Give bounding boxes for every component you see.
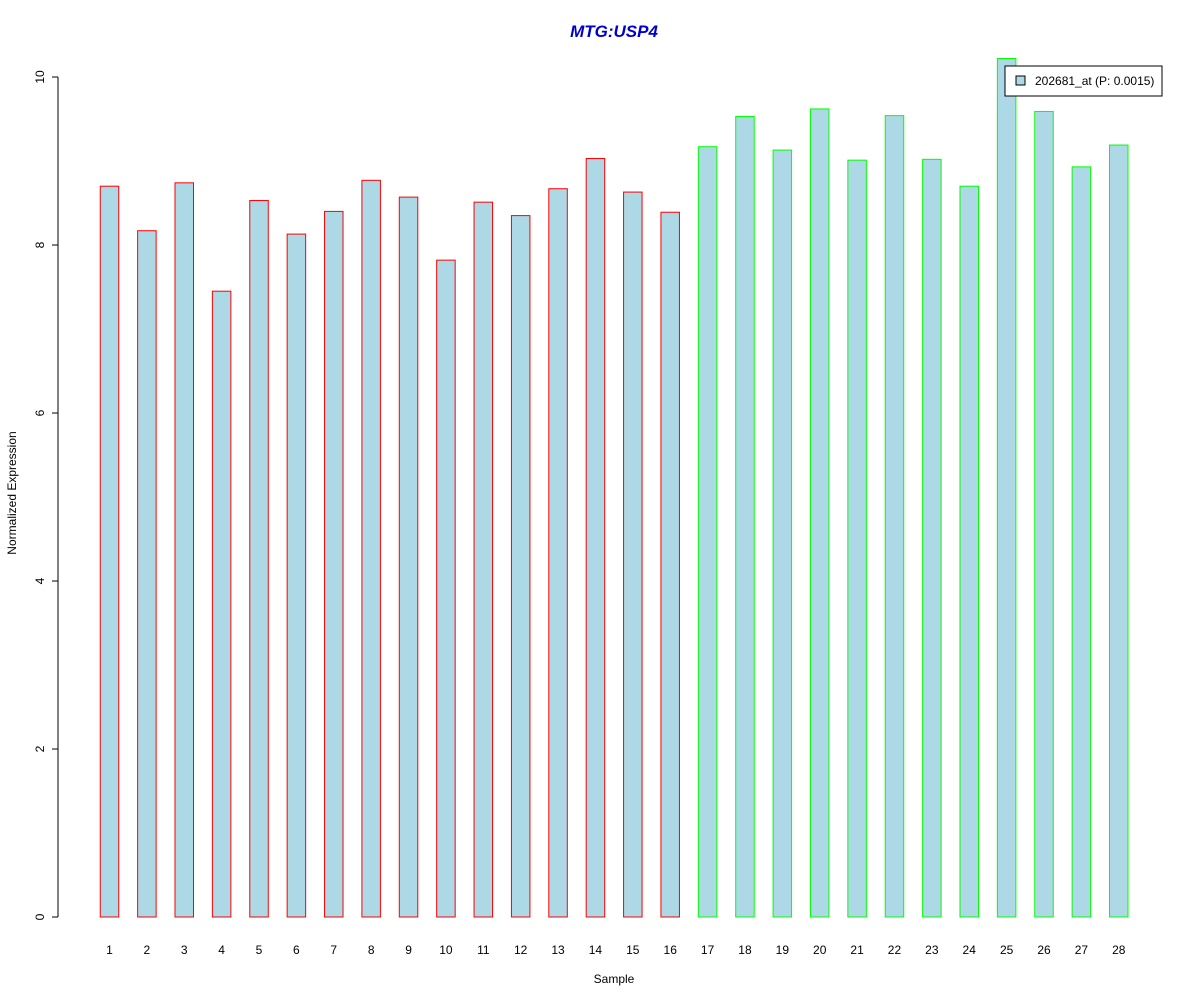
y-tick-label: 0 [33,913,47,920]
x-tick-label: 12 [514,943,528,957]
x-tick-label: 17 [701,943,715,957]
bar-sample-27 [1071,166,1092,918]
bar-sample-18 [735,115,755,918]
bar-sample-9 [398,196,419,918]
x-tick-label: 7 [330,943,337,957]
bar-sample-10 [436,259,456,918]
x-tick-label: 8 [368,943,375,957]
x-tick-label: 5 [256,943,263,957]
bar-sample-4 [211,290,232,918]
y-tick-label: 10 [33,70,47,84]
legend-swatch [1015,75,1026,86]
bar-sample-16 [660,211,680,918]
bar-sample-14 [585,157,606,918]
bar-sample-7 [324,210,344,918]
bar-sample-24 [959,185,979,918]
bar-sample-8 [361,179,381,918]
bar-sample-2 [137,230,157,918]
x-tick-label: 3 [181,943,188,957]
x-axis-label: Sample [594,972,635,986]
x-tick-label: 27 [1075,943,1089,957]
legend-box [1004,65,1163,97]
x-tick-label: 9 [405,943,412,957]
x-tick-label: 16 [664,943,678,957]
x-tick-label: 11 [477,943,490,957]
x-tick-label: 26 [1037,943,1051,957]
legend: 202681_at (P: 0.0015) [1004,65,1163,97]
bar-sample-20 [809,108,830,918]
y-tick-label: 8 [33,241,47,248]
x-tick-label: 28 [1112,943,1126,957]
x-tick-label: 19 [776,943,790,957]
x-tick-label: 18 [738,943,752,957]
bar-sample-12 [510,215,531,918]
x-tick-label: 14 [589,943,603,957]
x-tick-label: 25 [1000,943,1014,957]
bar-sample-11 [473,201,494,918]
bars [99,58,1129,918]
y-axis-label: Normalized Expression [5,431,19,554]
bar-sample-22 [884,115,905,918]
bar-sample-19 [772,149,793,918]
x-tick-label: 22 [888,943,902,957]
bar-sample-26 [1034,110,1054,918]
x-tick-label: 2 [144,943,151,957]
x-tick-label: 13 [551,943,565,957]
y-tick-label: 4 [33,577,47,584]
bar-sample-23 [922,158,942,918]
x-tick-label: 15 [626,943,640,957]
bar-sample-6 [286,233,307,918]
bar-sample-3 [174,182,195,918]
bar-sample-15 [623,191,643,918]
chart-title: MTG:USP4 [570,22,658,41]
x-tick-label: 1 [106,943,113,957]
x-tick-label: 4 [218,943,225,957]
bar-sample-1 [99,185,120,918]
x-tick-label: 10 [439,943,453,957]
x-tick-label: 20 [813,943,827,957]
y-tick-label: 2 [33,745,47,752]
x-tick-label: 24 [963,943,977,957]
y-axis: 0 2 4 6 8 10 [33,70,59,920]
x-tick-label: 21 [850,943,864,957]
bar-sample-17 [697,146,718,918]
bar-sample-28 [1109,144,1129,918]
x-tick-label: 23 [925,943,939,957]
x-tick-labels: 1 2 3 4 5 6 7 8 9 10 11 12 13 14 15 16 17 18 19 20 21 22 23 24 2… [106,943,1126,957]
y-tick-label: 6 [33,409,47,416]
bar-sample-21 [847,159,867,918]
bar-sample-25 [996,58,1017,918]
x-tick-label: 6 [293,943,300,957]
bar-sample-5 [249,199,269,918]
bar-sample-13 [548,188,568,918]
legend-label: 202681_at (P: 0.0015) [1035,74,1154,88]
